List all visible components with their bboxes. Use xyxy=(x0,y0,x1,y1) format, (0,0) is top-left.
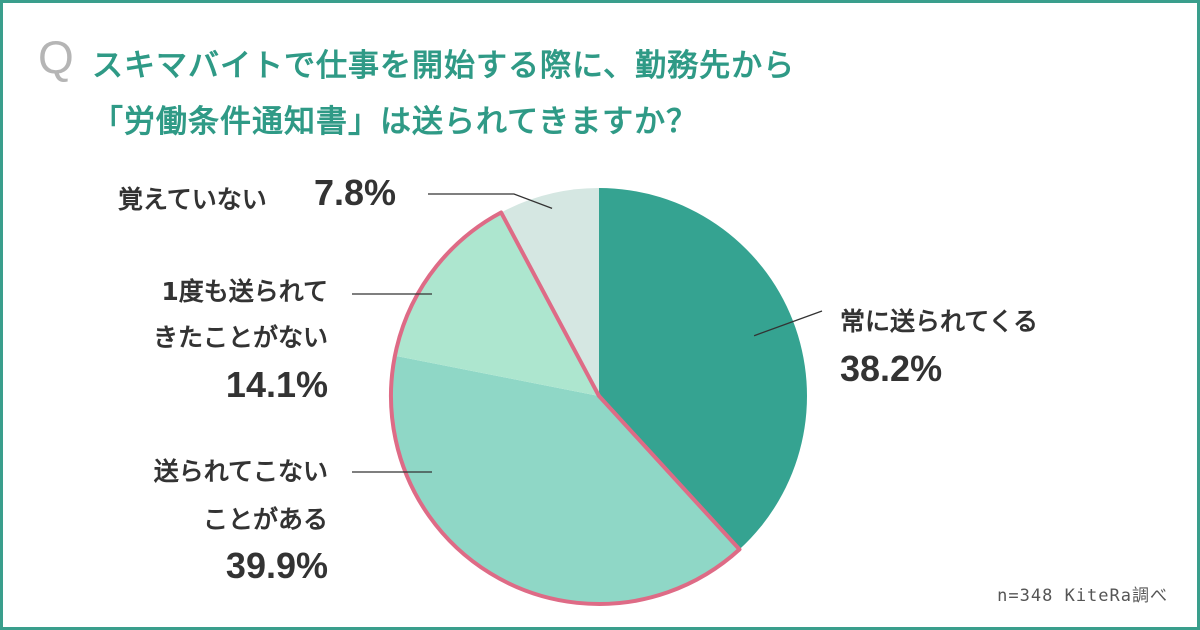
slice-value-never: 14.1% xyxy=(225,364,328,405)
slice-value-sometimes: 39.9% xyxy=(225,545,328,586)
highlight-outline xyxy=(389,210,742,606)
footnote: n=348 KiteRa調べ xyxy=(997,586,1168,606)
slice-sometimes xyxy=(391,355,740,605)
slice-label-dont-remember: 覚えていない xyxy=(118,185,267,214)
slice-label-always: 常に送られてくる xyxy=(840,307,1039,336)
slice-label-sometimes-line2: ことがある xyxy=(202,505,328,534)
question-line-1: スキマバイトで仕事を開始する際に、勤務先から xyxy=(92,48,796,84)
question-mark-icon: Q xyxy=(38,31,74,83)
question-line-2: 「労働条件通知書」は送られてきますか？ xyxy=(92,104,699,140)
slice-dont-remember xyxy=(501,188,599,396)
slice-label-sometimes-line1: 送られてこない xyxy=(153,457,328,486)
slice-label-never-line2: きたことがない xyxy=(152,323,328,352)
slice-value-dont-remember: 7.8% xyxy=(314,172,397,213)
slice-value-always: 38.2% xyxy=(840,348,943,389)
leader-line-dont-remember xyxy=(428,193,553,209)
slice-label-never-line1: 1度も送られて xyxy=(161,277,328,306)
slice-always xyxy=(599,188,808,550)
slice-never xyxy=(394,212,599,396)
leader-line-always xyxy=(753,310,823,337)
